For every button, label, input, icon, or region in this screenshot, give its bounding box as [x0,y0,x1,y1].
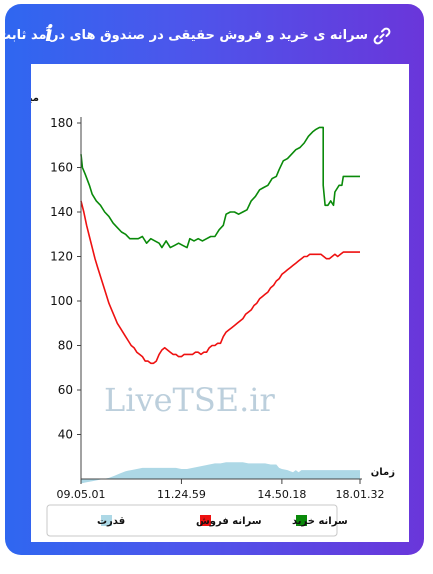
watermark: LiveTSE.ir [104,381,276,419]
y-tick-label: 120 [50,250,73,264]
y-tick-label: 60 [58,383,73,397]
legend-label: سرانه خرید [292,516,348,527]
y-tick-label: 140 [50,205,73,219]
link-icon[interactable] [372,26,392,46]
legend-label: سرانه فروش [196,516,262,527]
legend-swatch [296,515,307,526]
x-tick-label: 11.24.59 [157,488,206,501]
series-sell-line [80,200,360,365]
y-axis-label: میلیون تومان [31,93,39,104]
widget-header: سرانه ی خرید و فروش حقیقی در صندوق های د… [0,4,424,64]
series-buy-line [80,126,360,249]
x-tick-label: 14.50.18 [257,488,306,501]
y-tick-label: 160 [50,161,73,175]
chart: میلیون تومان زمان LiveTSE.ir 40 60 80 100 12… [0,93,395,537]
x-tick-label: 18.01.32 [336,488,385,501]
legend-swatch [200,515,211,526]
y-tick-label: 80 [58,339,73,353]
x-tick-label: 09.05.01 [57,488,106,501]
series-power-area [81,462,360,484]
x-axis-label: زمان [371,467,395,478]
widget-frame: سرانه ی خرید و فروش حقیقی در صندوق های د… [0,4,424,555]
chart-panel: میلیون تومان زمان LiveTSE.ir 40 60 80 100 12… [0,64,409,542]
legend-swatch [101,515,112,526]
widget-title: سرانه ی خرید و فروش حقیقی در صندوق های د… [0,28,368,43]
legend-box [46,504,338,537]
y-tick-label: 40 [58,428,73,442]
y-tick-label: 100 [50,294,73,308]
legend: سرانه خرید سرانه فروش قدرت [46,504,348,537]
y-tick-label: 180 [50,116,73,130]
info-icon[interactable]: i [45,21,54,47]
legend-label: قدرت [97,516,125,527]
